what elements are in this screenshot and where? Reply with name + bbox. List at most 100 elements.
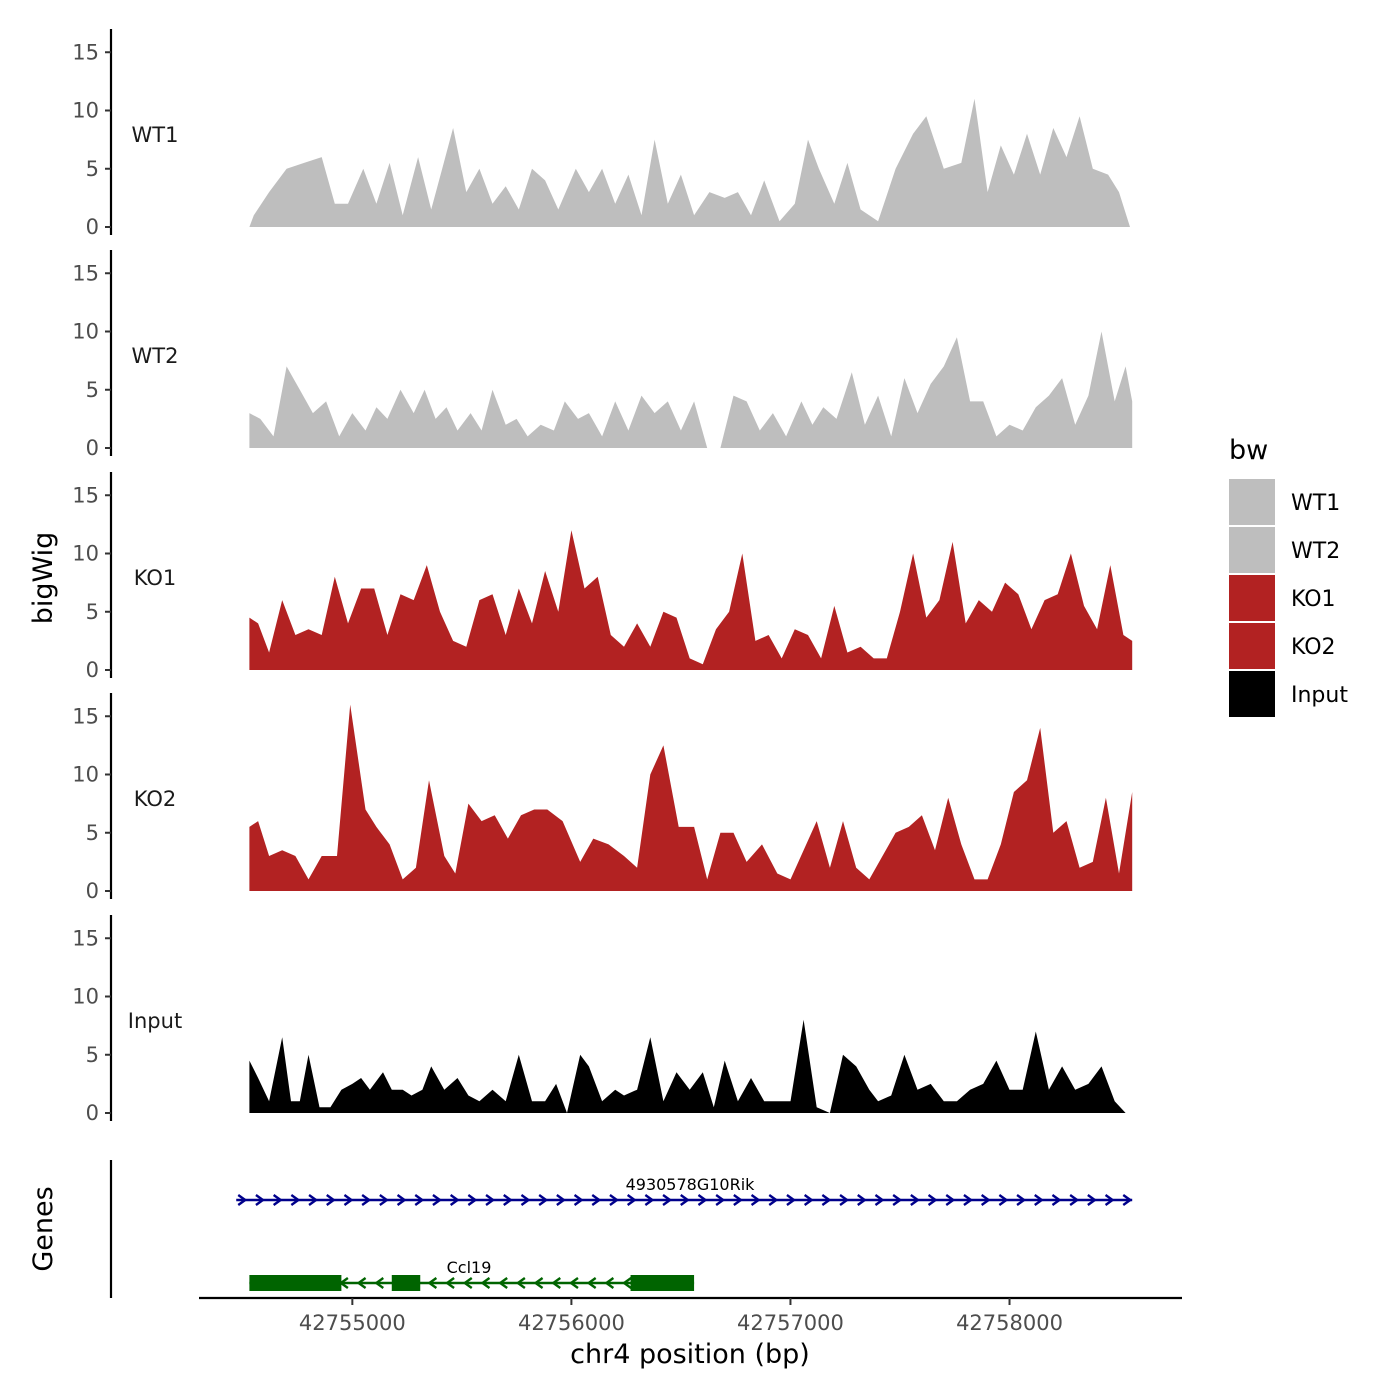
strand-chevron	[485, 1194, 496, 1206]
strand-chevron	[998, 1194, 1009, 1206]
strand-chevron	[945, 1194, 956, 1206]
y-tick-label: 15	[72, 261, 99, 285]
strand-chevron	[374, 1277, 384, 1289]
strand-chevron	[432, 1194, 443, 1206]
strand-chevron	[644, 1194, 655, 1206]
gene-label: Ccl19	[447, 1258, 492, 1277]
strand-chevron	[568, 1277, 579, 1289]
strand-chevron	[697, 1194, 708, 1206]
legend-key-wt1	[1229, 479, 1275, 525]
strand-chevron	[272, 1194, 283, 1206]
track-label-wt1: WT1	[132, 123, 179, 147]
strand-chevron	[573, 1194, 584, 1206]
strand-chevron	[533, 1277, 544, 1289]
gene-exon	[249, 1275, 342, 1291]
strand-chevron	[839, 1194, 850, 1206]
y-tick-label: 0	[86, 879, 99, 903]
gene-exon	[391, 1275, 421, 1291]
track-label-input: Input	[128, 1009, 182, 1033]
strand-chevron	[520, 1194, 531, 1206]
legend-key-wt2	[1229, 527, 1275, 573]
strand-chevron	[1069, 1194, 1080, 1206]
strand-chevron	[356, 1277, 367, 1289]
strand-chevron	[1034, 1194, 1044, 1206]
strand-chevron	[379, 1194, 389, 1206]
strand-chevron	[963, 1194, 974, 1206]
strand-chevron	[556, 1194, 566, 1206]
strand-chevron	[467, 1194, 478, 1206]
track-area-wt2	[249, 331, 1133, 448]
strand-chevron	[626, 1194, 637, 1206]
y-tick-label: 0	[86, 436, 99, 460]
track-area-wt1	[249, 98, 1133, 227]
track-area-ko1	[249, 530, 1133, 670]
strand-chevron	[591, 1194, 602, 1206]
x-tick-label: 42756000	[518, 1311, 625, 1335]
legend-title: bw	[1229, 435, 1268, 466]
legend-label-wt1: WT1	[1291, 491, 1340, 516]
gene-label: 4930578G10Rik	[626, 1175, 756, 1194]
strand-chevron	[427, 1277, 438, 1289]
y-tick-label: 5	[86, 600, 99, 624]
y-tick-label: 10	[72, 763, 99, 787]
strand-chevron	[361, 1194, 372, 1206]
y-tick-label: 0	[86, 658, 99, 682]
legend-key-input	[1229, 671, 1275, 717]
track-panel-ko1: 0 5 10 15 KO1	[72, 472, 1133, 682]
x-axis: 42755000 42756000 42757000 42758000	[199, 1296, 1182, 1335]
legend-label-ko2: KO2	[1291, 635, 1336, 660]
legend-label-ko1: KO1	[1291, 587, 1336, 612]
strand-chevron	[927, 1194, 938, 1206]
strand-chevron	[551, 1277, 561, 1289]
strand-chevron	[498, 1277, 508, 1289]
y-tick-label: 0	[86, 215, 99, 239]
y-tick-label: 5	[86, 821, 99, 845]
strand-chevron	[715, 1194, 726, 1206]
legend-label-wt2: WT2	[1291, 539, 1340, 564]
strand-chevron	[255, 1194, 266, 1206]
gene-axis-title: Genes	[28, 1186, 59, 1271]
y-tick-label: 0	[86, 1101, 99, 1125]
y-tick-label: 10	[72, 542, 99, 566]
gene-4930578g10rik: 4930578G10Rik	[236, 1175, 1133, 1206]
y-tick-label: 10	[72, 320, 99, 344]
strand-chevron	[1016, 1194, 1027, 1206]
legend-key-ko2	[1229, 623, 1275, 669]
strand-chevron	[1051, 1194, 1062, 1206]
track-area-input	[249, 1019, 1133, 1113]
strand-chevron	[786, 1194, 797, 1206]
gene-track: Genes 4930578G10Rik Ccl19	[28, 1160, 1133, 1298]
y-tick-label: 15	[72, 483, 99, 507]
strand-chevron	[750, 1194, 761, 1206]
strand-chevron	[237, 1194, 248, 1206]
x-tick-label: 42757000	[737, 1311, 844, 1335]
strand-chevron	[586, 1277, 597, 1289]
strand-chevron	[892, 1194, 903, 1206]
strand-chevron	[445, 1277, 455, 1289]
track-panel-wt2: 0 5 10 15 WT2	[72, 250, 1133, 460]
y-tick-label: 5	[86, 157, 99, 181]
legend-key-ko1	[1229, 575, 1275, 621]
y-tick-label: 15	[72, 926, 99, 950]
strand-chevron	[662, 1194, 673, 1206]
track-panel-ko2: 0 5 10 15 KO2	[72, 693, 1133, 903]
strand-chevron	[980, 1194, 991, 1206]
strand-chevron	[1087, 1194, 1097, 1206]
y-tick-label: 15	[72, 704, 99, 728]
track-label-ko2: KO2	[134, 787, 177, 811]
y-tick-label: 5	[86, 378, 99, 402]
strand-chevron	[857, 1194, 867, 1206]
legend-label-input: Input	[1291, 683, 1348, 708]
y-tick-label: 5	[86, 1043, 99, 1067]
strand-chevron	[604, 1277, 615, 1289]
strand-chevron	[538, 1194, 549, 1206]
strand-chevron	[733, 1194, 743, 1206]
gene-ccl19: Ccl19	[249, 1258, 695, 1291]
strand-chevron	[515, 1277, 526, 1289]
strand-chevron	[609, 1194, 620, 1206]
tracks-layer: 0 5 10 15 WT1 0 5 10 15 WT2 0 5 10 15 KO1 0 5 10 15 KO2 0 5 10…	[72, 29, 1133, 1125]
track-panel-wt1: 0 5 10 15 WT1	[72, 29, 1133, 239]
strand-chevron	[874, 1194, 885, 1206]
gene-exon	[630, 1275, 695, 1291]
strand-chevron	[480, 1277, 491, 1289]
